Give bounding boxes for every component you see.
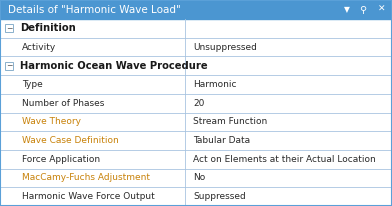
Text: Act on Elements at their Actual Location: Act on Elements at their Actual Location bbox=[193, 155, 376, 164]
Text: Harmonic Ocean Wave Procedure: Harmonic Ocean Wave Procedure bbox=[20, 61, 208, 71]
Text: Stream Function: Stream Function bbox=[193, 117, 267, 126]
Text: Unsuppressed: Unsuppressed bbox=[193, 43, 257, 52]
Text: Force Application: Force Application bbox=[22, 155, 100, 164]
Text: Harmonic Wave Force Output: Harmonic Wave Force Output bbox=[22, 192, 155, 201]
Text: ✕: ✕ bbox=[378, 5, 385, 14]
Bar bbox=[5, 62, 13, 70]
Text: MacCamy-Fuchs Adjustment: MacCamy-Fuchs Adjustment bbox=[22, 173, 150, 183]
Text: Wave Theory: Wave Theory bbox=[22, 117, 81, 126]
Text: Tabular Data: Tabular Data bbox=[193, 136, 250, 145]
Text: −: − bbox=[6, 24, 12, 33]
Text: Wave Case Definition: Wave Case Definition bbox=[22, 136, 119, 145]
Text: ⚲: ⚲ bbox=[359, 5, 366, 14]
Text: Suppressed: Suppressed bbox=[193, 192, 246, 201]
Text: ▼: ▼ bbox=[344, 5, 350, 14]
Text: 20: 20 bbox=[193, 99, 204, 108]
Text: No: No bbox=[193, 173, 205, 183]
Text: Type: Type bbox=[22, 80, 43, 89]
Text: Activity: Activity bbox=[22, 43, 56, 52]
Text: Harmonic: Harmonic bbox=[193, 80, 236, 89]
Text: Definition: Definition bbox=[20, 23, 76, 33]
Text: Details of "Harmonic Wave Load": Details of "Harmonic Wave Load" bbox=[8, 5, 181, 14]
Text: Number of Phases: Number of Phases bbox=[22, 99, 104, 108]
Text: −: − bbox=[6, 61, 12, 70]
Bar bbox=[5, 24, 13, 32]
Bar bbox=[0, 0, 392, 19]
